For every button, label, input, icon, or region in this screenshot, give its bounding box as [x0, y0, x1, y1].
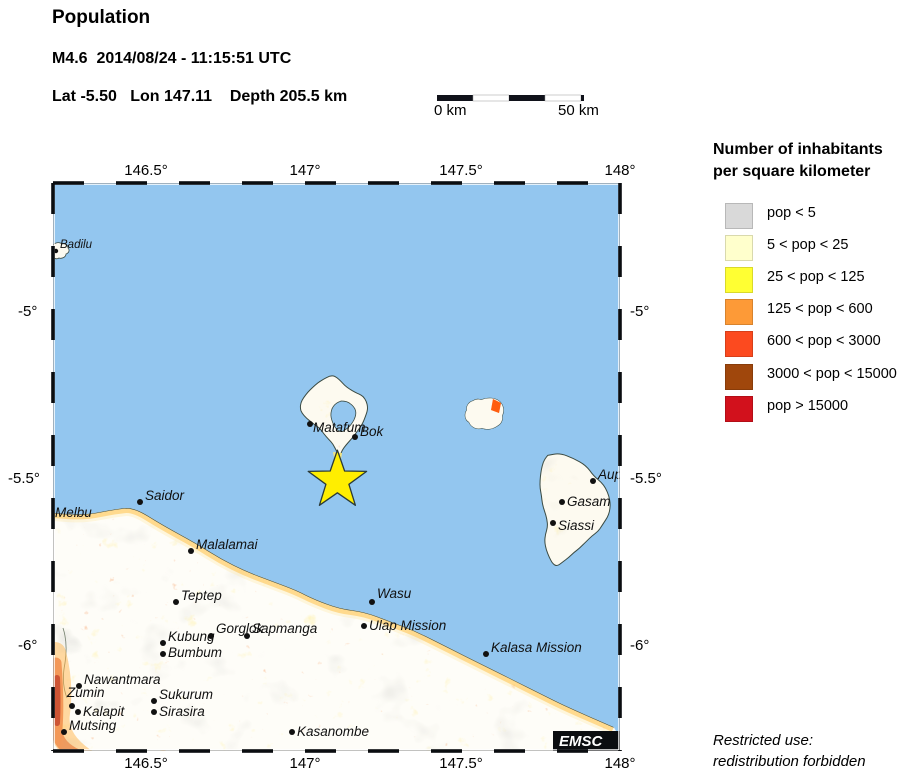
svg-text:Zumin: Zumin: [66, 685, 105, 700]
svg-text:Gasam: Gasam: [567, 494, 611, 509]
svg-text:Malalamai: Malalamai: [196, 537, 259, 552]
svg-text:Melbu: Melbu: [55, 505, 92, 520]
svg-text:Badilu: Badilu: [60, 239, 93, 251]
svg-text:Kalasa Mission: Kalasa Mission: [491, 640, 582, 655]
svg-text:Sukurum: Sukurum: [159, 687, 213, 702]
svg-text:Kubung: Kubung: [168, 629, 215, 644]
svg-text:Ulap Mission: Ulap Mission: [369, 618, 446, 633]
svg-text:Saidor: Saidor: [145, 488, 185, 503]
svg-text:Siassi: Siassi: [558, 518, 595, 533]
svg-text:Bumbum: Bumbum: [168, 645, 222, 660]
svg-text:Wasu: Wasu: [377, 586, 412, 601]
svg-text:Kalapit: Kalapit: [83, 704, 126, 719]
svg-text:Bok: Bok: [360, 424, 385, 439]
svg-text:Sapmanga: Sapmanga: [252, 621, 318, 636]
svg-text:Sirasira: Sirasira: [159, 704, 205, 719]
svg-text:EMSC: EMSC: [559, 733, 604, 750]
svg-text:Kasanombe: Kasanombe: [297, 724, 369, 739]
svg-text:Matafum: Matafum: [313, 420, 366, 435]
svg-text:Teptep: Teptep: [181, 588, 222, 603]
svg-text:Aupu: Aupu: [597, 467, 620, 482]
svg-text:Mutsing: Mutsing: [69, 718, 117, 733]
